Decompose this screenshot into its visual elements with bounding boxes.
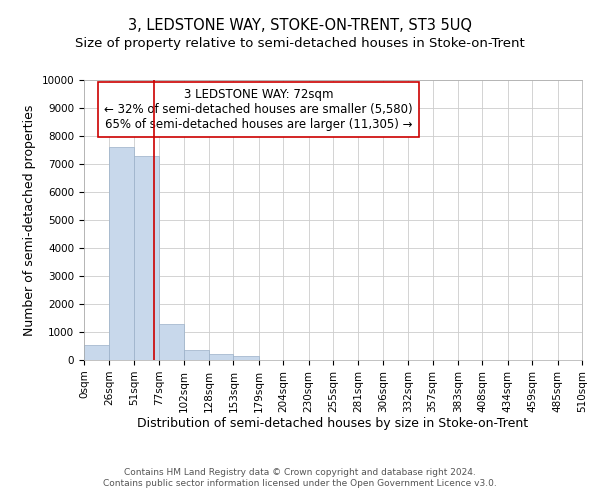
Bar <box>233 356 259 360</box>
Bar <box>109 147 134 360</box>
Text: 3 LEDSTONE WAY: 72sqm
← 32% of semi-detached houses are smaller (5,580)
65% of s: 3 LEDSTONE WAY: 72sqm ← 32% of semi-deta… <box>104 88 413 132</box>
X-axis label: Distribution of semi-detached houses by size in Stoke-on-Trent: Distribution of semi-detached houses by … <box>137 418 529 430</box>
Y-axis label: Number of semi-detached properties: Number of semi-detached properties <box>23 104 36 336</box>
Bar <box>84 345 109 360</box>
Text: Size of property relative to semi-detached houses in Stoke-on-Trent: Size of property relative to semi-detach… <box>75 38 525 51</box>
Bar <box>134 156 159 360</box>
Bar <box>209 354 233 360</box>
Bar <box>159 324 184 360</box>
Text: Contains HM Land Registry data © Crown copyright and database right 2024.
Contai: Contains HM Land Registry data © Crown c… <box>103 468 497 487</box>
Bar <box>184 350 209 360</box>
Text: 3, LEDSTONE WAY, STOKE-ON-TRENT, ST3 5UQ: 3, LEDSTONE WAY, STOKE-ON-TRENT, ST3 5UQ <box>128 18 472 32</box>
